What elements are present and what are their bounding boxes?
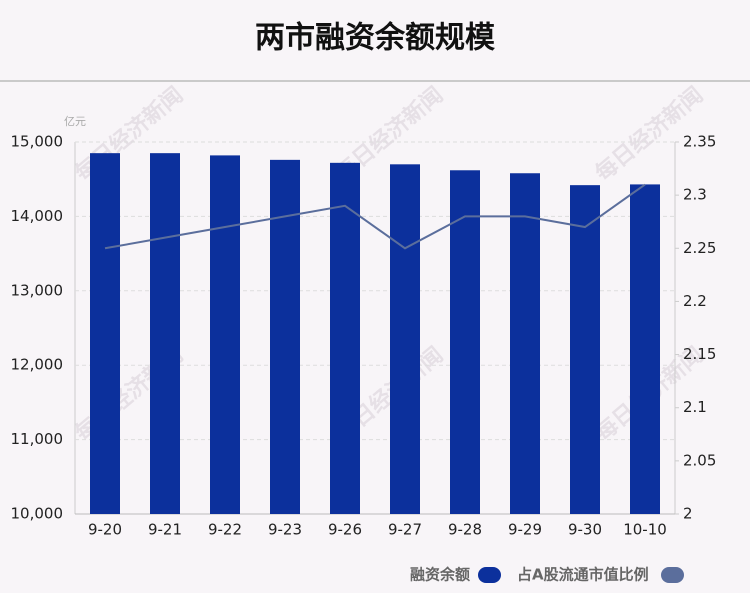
bar <box>570 185 600 515</box>
y-tick-label: 11,000 <box>11 430 64 448</box>
y-tick-label: 15,000 <box>11 133 64 151</box>
x-tick-label: 9-23 <box>268 521 302 539</box>
bar <box>630 184 660 514</box>
x-tick-label: 9-29 <box>508 521 542 539</box>
y-tick-label: 14,000 <box>11 207 64 225</box>
y2-tick-label: 2.35 <box>683 133 716 151</box>
x-tick-label: 9-22 <box>208 521 242 539</box>
y2-tick-label: 2.15 <box>683 345 716 363</box>
line <box>104 183 646 250</box>
x-tick-label: 9-30 <box>568 521 602 539</box>
y2-tick-label: 2.25 <box>683 239 716 257</box>
y-unit: 亿元 <box>64 115 86 128</box>
bar <box>330 162 360 514</box>
y2-tick-label: 2.2 <box>683 292 707 310</box>
legend-label: 占A股流通市值比例 <box>517 566 649 584</box>
bar <box>390 164 420 514</box>
y2-tick-label: 2.05 <box>683 451 716 469</box>
bar <box>210 155 240 514</box>
y2-tick-label: 2.3 <box>683 186 707 204</box>
bar <box>270 159 300 514</box>
x-tick-label: 9-26 <box>328 521 362 539</box>
x-tick-label: 10-10 <box>623 521 667 539</box>
x-tick-label: 9-21 <box>148 521 182 539</box>
x-tick-label: 9-20 <box>88 521 122 539</box>
bar <box>90 153 120 514</box>
y2-tick-label: 2.1 <box>683 398 707 416</box>
y-tick-label: 13,000 <box>11 281 64 299</box>
x-tick-label: 9-27 <box>388 521 422 539</box>
y2-tick-label: 2 <box>683 505 693 523</box>
legend-label: 融资余额 <box>410 566 470 584</box>
x-tick-label: 9-28 <box>448 521 482 539</box>
legend-swatch <box>661 567 684 583</box>
bar <box>150 153 180 514</box>
bar <box>450 170 480 514</box>
chart-title: 两市融资余额规模 <box>255 21 495 56</box>
bar <box>510 173 540 515</box>
y-tick-label: 10,000 <box>11 505 64 523</box>
y-tick-label: 12,000 <box>11 356 64 374</box>
legend-swatch <box>478 567 501 583</box>
